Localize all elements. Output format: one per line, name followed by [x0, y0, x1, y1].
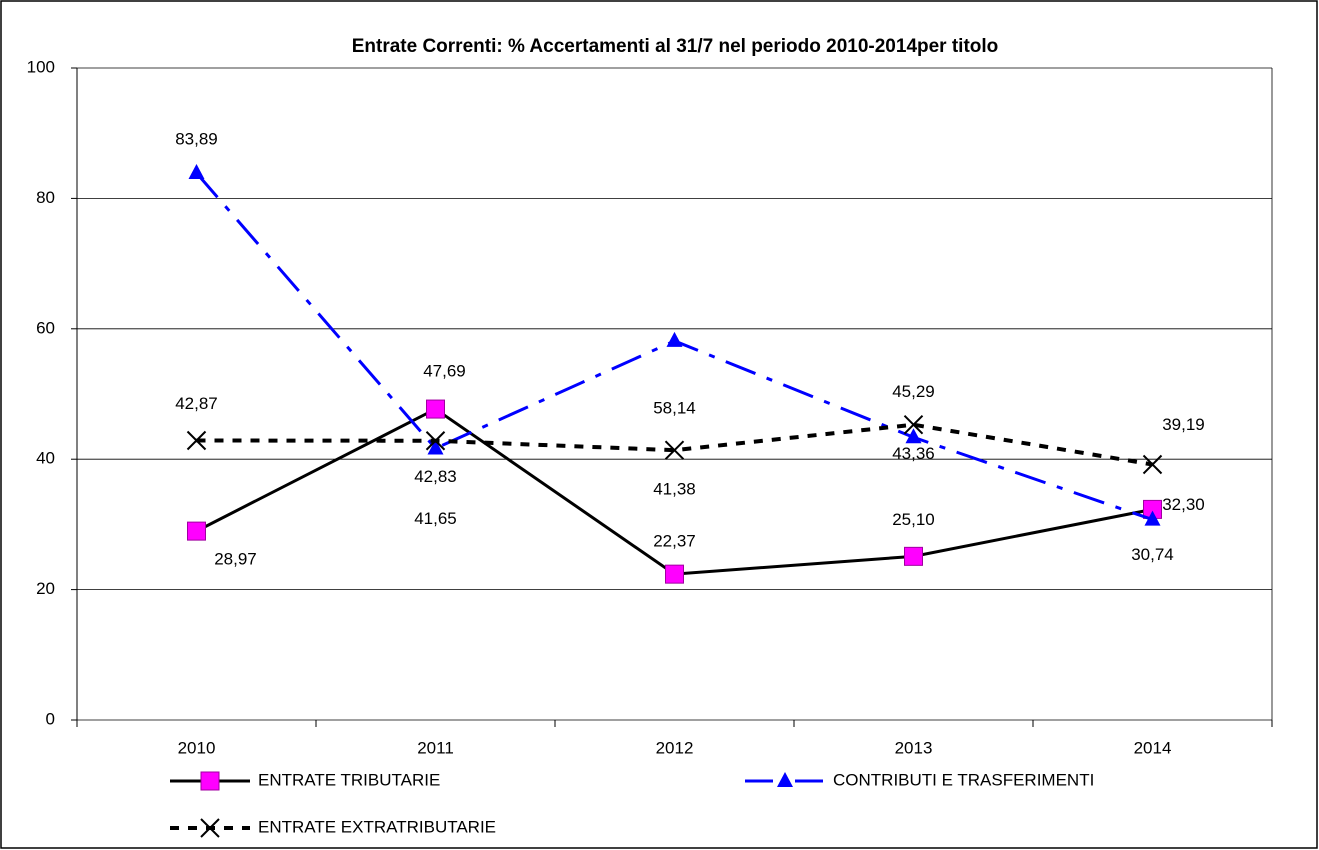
data-label: 45,29: [892, 382, 935, 401]
data-label: 30,74: [1131, 545, 1174, 564]
data-label: 39,19: [1162, 415, 1205, 434]
series-line: [196, 422, 1153, 467]
data-label: 22,37: [653, 532, 696, 551]
data-point: [426, 399, 445, 419]
data-label: 83,89: [175, 130, 218, 149]
legend-marker: [777, 772, 793, 787]
data-point: [664, 440, 685, 460]
data-point: [1144, 510, 1161, 526]
data-label: 25,10: [892, 510, 935, 529]
data-point: [904, 546, 923, 566]
data-label: 41,65: [414, 509, 457, 528]
data-point: [188, 164, 205, 180]
data-point: [905, 428, 922, 444]
data-label: 58,14: [653, 398, 696, 417]
x-tick-label: 2013: [895, 738, 933, 757]
data-point: [427, 439, 444, 455]
y-tick-label: 0: [46, 709, 55, 728]
legend-marker: [200, 818, 220, 838]
y-tick-label: 100: [27, 57, 55, 76]
data-point: [665, 564, 684, 584]
data-point: [903, 415, 924, 435]
data-label: 42,87: [175, 394, 218, 413]
legend-label: ENTRATE EXTRATRIBUTARIE: [258, 817, 496, 836]
x-tick-label: 2012: [656, 738, 694, 757]
y-tick-label: 60: [36, 318, 55, 337]
data-label: 42,83: [414, 467, 457, 486]
data-point: [187, 521, 206, 541]
legend-label: CONTRIBUTI E TRASFERIMENTI: [833, 770, 1094, 789]
data-label: 28,97: [214, 550, 257, 569]
legend-marker: [200, 771, 220, 791]
y-tick-label: 20: [36, 579, 55, 598]
x-tick-label: 2011: [417, 738, 454, 757]
data-label: 47,69: [423, 362, 466, 381]
data-point: [1142, 454, 1163, 475]
chart-title: Entrate Correnti: % Accertamenti al 31/7…: [352, 36, 999, 57]
y-tick-label: 40: [36, 449, 55, 468]
data-label: 43,36: [892, 444, 935, 463]
x-tick-label: 2010: [178, 738, 216, 757]
legend-label: ENTRATE TRIBUTARIE: [258, 770, 440, 789]
x-tick-label: 2014: [1134, 738, 1172, 757]
data-point: [186, 430, 207, 451]
y-tick-label: 80: [36, 188, 55, 207]
data-point: [425, 431, 446, 451]
data-point: [666, 331, 683, 347]
data-label: 32,30: [1162, 495, 1205, 514]
data-label: 41,38: [653, 480, 696, 499]
